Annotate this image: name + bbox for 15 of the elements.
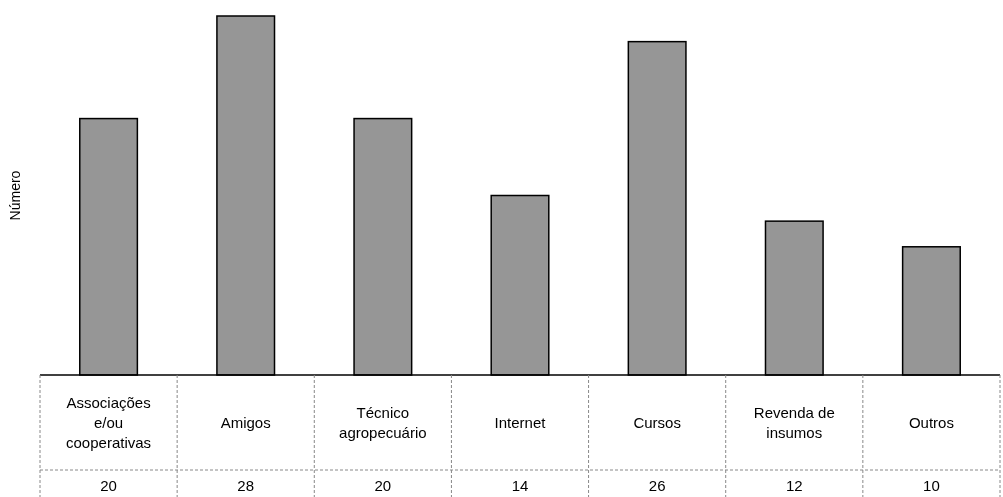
x-tick-label: Associações e/ou cooperativas xyxy=(66,393,152,451)
x-tick-label: Revenda de insumos xyxy=(753,403,835,441)
x-tick-label: Outros xyxy=(908,413,954,431)
x-tick-label: Internet xyxy=(494,413,547,431)
y-axis-title: Número xyxy=(7,170,23,221)
data-label: 20 xyxy=(374,477,392,494)
data-label: 20 xyxy=(100,477,117,494)
data-label: 12 xyxy=(785,477,803,494)
data-label: 26 xyxy=(648,477,666,494)
x-tick-label: Cursos xyxy=(633,413,681,431)
data-label: 14 xyxy=(511,477,529,494)
data-label: 10 xyxy=(923,477,940,494)
x-tick-label: Amigos xyxy=(220,413,271,431)
x-tick-label: Técnico agropecuário xyxy=(339,403,427,441)
data-label: 28 xyxy=(237,477,255,494)
